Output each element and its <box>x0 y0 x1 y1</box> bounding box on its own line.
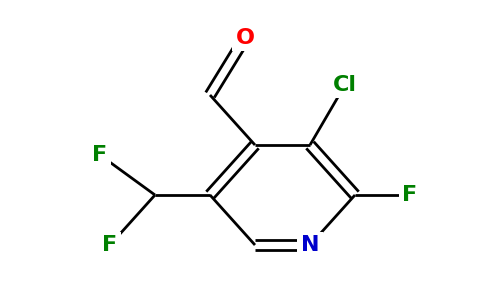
Text: F: F <box>103 235 118 255</box>
Text: F: F <box>402 185 418 205</box>
Text: N: N <box>301 235 319 255</box>
Text: F: F <box>92 145 107 165</box>
Text: O: O <box>236 28 255 48</box>
Text: Cl: Cl <box>333 75 357 95</box>
